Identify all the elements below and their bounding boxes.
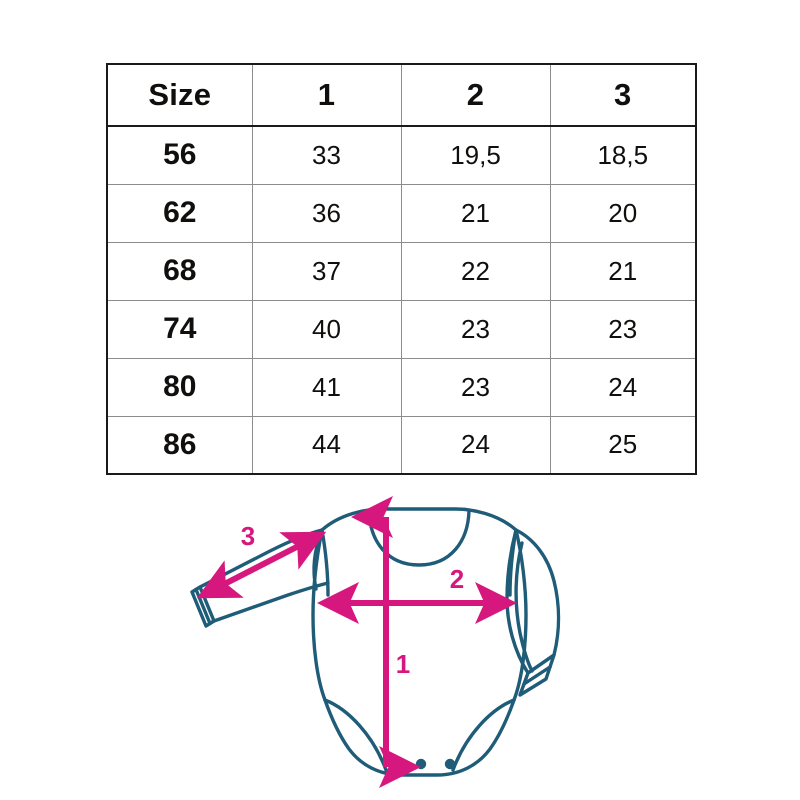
- right-leg-opening: [451, 698, 516, 772]
- cell-measure-2: 24: [400, 415, 551, 475]
- dimension-arrow-sleeve-length: [196, 531, 327, 599]
- column-header-3: 3: [549, 63, 697, 127]
- cell-measure-3: 21: [549, 241, 697, 301]
- cell-size: 86: [106, 415, 253, 475]
- cell-size: 62: [106, 183, 253, 243]
- cell-measure-1: 36: [251, 183, 402, 243]
- cell-measure-1: 33: [251, 125, 402, 185]
- cell-measure-3: 25: [549, 415, 697, 475]
- cell-measure-3: 23: [549, 299, 697, 359]
- snap-button: [415, 758, 427, 770]
- right-cuff-band: [518, 653, 556, 697]
- table-header-row: Size 1 2 3: [106, 63, 697, 127]
- table-row: 68 37 22 21: [106, 241, 697, 301]
- right-sleeve-inner-seam: [514, 541, 534, 673]
- column-header-size: Size: [106, 63, 253, 127]
- cell-size: 80: [106, 357, 253, 417]
- cell-measure-2: 23: [400, 357, 551, 417]
- cell-size: 74: [106, 299, 253, 359]
- body-outline-path: [311, 507, 528, 777]
- size-chart-table: Size 1 2 3 56 33 19,5 18,5 62 36 21 20 6…: [106, 63, 697, 475]
- cell-measure-2: 19,5: [400, 125, 551, 185]
- cell-size: 68: [106, 241, 253, 301]
- snap-buttons-group: [415, 758, 456, 770]
- table-row: 56 33 19,5 18,5: [106, 125, 697, 185]
- cell-measure-3: 20: [549, 183, 697, 243]
- cell-measure-2: 21: [400, 183, 551, 243]
- cell-size: 56: [106, 125, 253, 185]
- dimension-label-2: 2: [450, 564, 464, 594]
- column-header-1: 1: [251, 63, 402, 127]
- cell-measure-1: 44: [251, 415, 402, 475]
- dimension-arrows-group: [196, 496, 517, 788]
- cell-measure-3: 24: [549, 357, 697, 417]
- right-cuff-inner-line: [522, 665, 552, 686]
- cell-measure-2: 22: [400, 241, 551, 301]
- dimension-label-3: 3: [241, 521, 255, 551]
- cell-measure-1: 41: [251, 357, 402, 417]
- table-row: 80 41 23 24: [106, 357, 697, 417]
- table-row: 86 44 24 25: [106, 415, 697, 475]
- cell-measure-1: 40: [251, 299, 402, 359]
- table-row: 74 40 23 23: [106, 299, 697, 359]
- left-leg-opening: [323, 698, 388, 772]
- size-chart-table-container: Size 1 2 3 56 33 19,5 18,5 62 36 21 20 6…: [106, 63, 697, 475]
- column-header-2: 2: [400, 63, 551, 127]
- snap-button: [444, 758, 456, 770]
- table-row: 62 36 21 20: [106, 183, 697, 243]
- cell-measure-2: 23: [400, 299, 551, 359]
- bodysuit-measurement-diagram: 1 2 3: [170, 495, 590, 795]
- cell-measure-3: 18,5: [549, 125, 697, 185]
- cell-measure-1: 37: [251, 241, 402, 301]
- dimension-label-1: 1: [396, 649, 410, 679]
